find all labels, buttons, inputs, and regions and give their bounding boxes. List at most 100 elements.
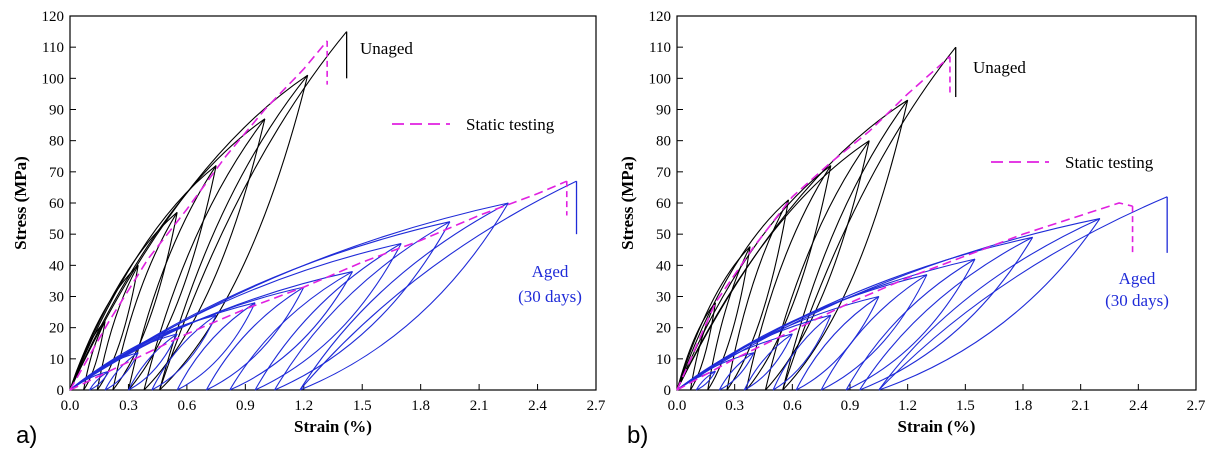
y-tick-label: 100 [42,71,65,87]
legend-label: Static testing [466,115,555,134]
reloading-curve [782,99,909,391]
unloading-curve [765,140,870,391]
reloading-curve [743,333,793,391]
y-tick-label: 80 [656,134,671,150]
panel-label: b) [627,422,648,449]
static-testing-curve [69,40,328,391]
x-tick-label: 0.6 [178,398,197,414]
reloading-curve [254,243,402,391]
unloading-curve [89,371,110,391]
legend-label: Static testing [1065,153,1154,172]
reloading-curve [89,370,110,391]
unloading-curve [159,75,309,391]
reloading-curve [764,140,870,391]
reloading-curve [205,286,305,391]
unloading-curve [745,165,832,391]
y-tick-label: 110 [42,40,64,56]
x-tick-label: 1.2 [898,398,917,414]
aged-duration-annotation: (30 days) [518,287,582,306]
y-tick-label: 120 [42,9,65,25]
loading-curve [676,199,789,391]
final-loading-curve [878,196,1168,391]
final-loading-curve [782,46,957,391]
reloading-curve [127,333,178,391]
final-loading-curve [299,180,577,391]
y-tick-label: 80 [49,134,64,150]
loading-curve [69,221,451,391]
unloading-curve [696,371,716,391]
y-tick-label: 20 [656,321,671,337]
x-tick-label: 0.3 [119,398,138,414]
loading-curve [676,236,1033,391]
unloading-curve [820,274,928,391]
y-tick-label: 100 [649,71,672,87]
unloading-curve [274,221,451,391]
reloading-curve [707,246,751,391]
reloading-curve [695,370,716,391]
loading-curve [676,218,1101,391]
unaged-annotation: Unaged [360,39,413,58]
aged-duration-annotation: (30 days) [1105,291,1169,310]
reloading-curve [859,236,1033,391]
y-tick-label: 20 [49,321,64,337]
x-tick-label: 0.9 [236,398,255,414]
x-tick-label: 0.3 [725,398,744,414]
aged-series [676,196,1168,391]
reloading-curve [845,258,976,391]
unloading-curve [878,218,1101,391]
x-axis-title: Strain (%) [294,417,372,436]
unloading-curve [96,265,139,391]
plot-frame [69,15,597,391]
unloading-curve [689,302,716,391]
loading-curve [69,165,217,391]
y-tick-label: 10 [49,352,64,368]
y-tick-label: 90 [49,103,64,119]
y-tick-label: 50 [656,227,671,243]
y-tick-label: 40 [656,258,671,274]
chart-panel-a: 0 10 20 30 40 50 60 70 80 90 100 110 120 0.0 0.3 0.6 0.9… [11,9,606,449]
unloading-curve [795,296,880,391]
y-tick-label: 30 [656,290,671,306]
y-axis-title: Stress (MPa) [618,156,637,250]
unloading-curve [128,165,217,391]
unaged-annotation: Unaged [973,58,1026,77]
x-tick-label: 0.6 [783,398,802,414]
final-loading-curve [159,31,348,391]
x-tick-label: 2.7 [587,398,606,414]
unloading-curve [744,333,793,391]
y-tick-label: 70 [49,165,64,181]
static-testing-curve [69,180,568,391]
aged-annotation: Aged [1119,269,1156,288]
reloading-curve [795,296,880,391]
reloading-curve [878,218,1101,391]
aged-annotation: Aged [532,262,569,281]
y-tick-label: 0 [664,383,672,399]
x-tick-label: 1.8 [1014,398,1033,414]
loading-curve [69,74,308,391]
aged-series [69,180,578,391]
loading-curve [69,118,266,391]
unloading-curve [206,286,305,391]
x-tick-label: 2.4 [528,398,547,414]
unloading-curve [299,202,509,391]
y-tick-label: 90 [656,103,671,119]
reloading-curve [745,165,832,391]
y-tick-label: 10 [656,352,671,368]
x-tick-label: 1.5 [956,398,975,414]
unloading-curve [229,271,353,391]
panel-label: a) [16,422,37,449]
unloading-curve [176,302,256,391]
loading-curve [69,271,353,391]
x-tick-label: 1.2 [294,398,313,414]
loading-curve [69,211,178,391]
unloading-curve [772,314,832,391]
y-tick-label: 60 [49,196,64,212]
y-tick-label: 30 [49,290,64,306]
reloading-curve [151,314,217,391]
unaged-series [676,46,957,391]
reloading-curve [718,352,755,391]
y-tick-label: 70 [656,165,671,181]
reloading-curve [772,314,832,391]
unaged-series [69,31,348,391]
y-tick-label: 120 [649,9,672,25]
